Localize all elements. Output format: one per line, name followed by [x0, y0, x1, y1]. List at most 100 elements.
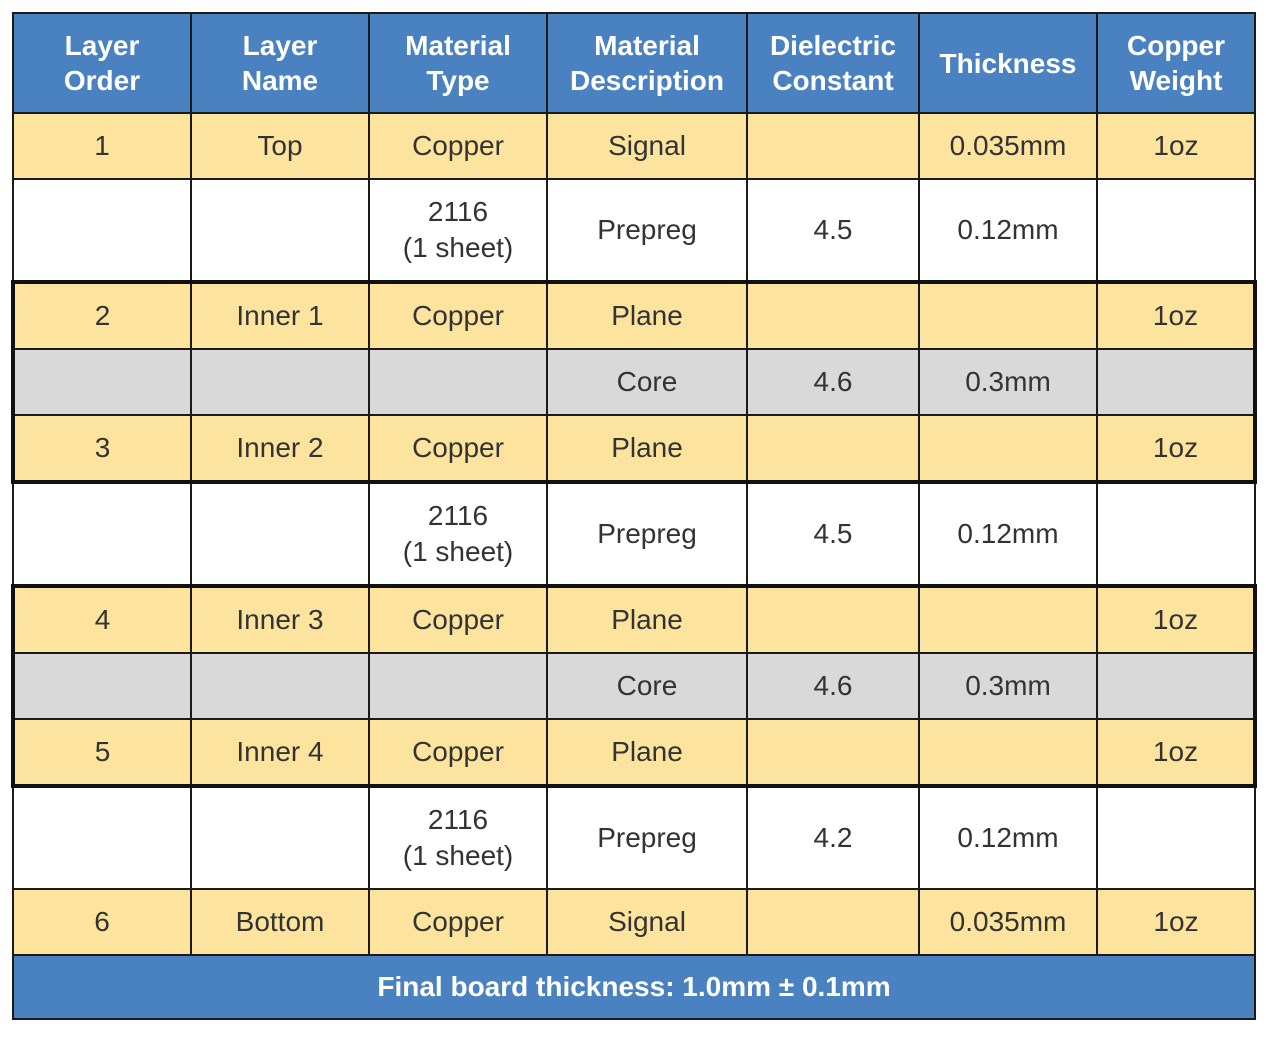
cell-layer-order: 5: [11, 718, 192, 788]
cell-thickness: 0.12mm: [918, 178, 1098, 283]
cell-text: 0.12mm: [957, 518, 1059, 549]
cell-text: 1oz: [1153, 906, 1199, 937]
cell-dielectric-constant: [746, 112, 920, 180]
cell-layer-order: [12, 178, 192, 283]
table-row: 2116 (1 sheet) Prepreg 4.5 0.12mm: [12, 481, 1256, 587]
cell-layer-name: Bottom: [190, 888, 370, 956]
header-dielectric-constant: Dielectric Constant: [746, 12, 920, 114]
cell-text: Copper: [412, 604, 504, 635]
cell-material-type: Copper: [368, 280, 548, 350]
cell-material-description: Prepreg: [546, 178, 748, 283]
cell-material-description: Plane: [546, 414, 748, 484]
cell-text: Core: [616, 670, 678, 701]
cell-text: 4.6: [813, 670, 853, 701]
cell-thickness: [918, 584, 1098, 654]
cell-layer-name: Inner 2: [190, 414, 370, 484]
cell-text: 0.12mm: [957, 822, 1059, 853]
cell-dielectric-constant: 4.6: [746, 348, 920, 416]
cell-layer-order: [11, 652, 192, 720]
cell-material-description: Plane: [546, 280, 748, 350]
cell-text: 6: [94, 906, 110, 937]
table-row: 1 Top Copper Signal 0.035mm 1oz: [12, 112, 1256, 180]
cell-text: 0.035mm: [949, 130, 1067, 161]
cell-material-type: Copper: [368, 584, 548, 654]
cell-thickness: [918, 718, 1098, 788]
cell-text: Copper: [412, 736, 504, 767]
cell-layer-name: Inner 3: [190, 584, 370, 654]
table-row: Core 4.6 0.3mm: [11, 652, 1257, 720]
cell-text: 4.5: [813, 518, 853, 549]
header-material-description: Material Description: [546, 12, 748, 114]
cell-material-type: [368, 652, 548, 720]
cell-copper-weight: [1096, 481, 1256, 587]
footer-row: Final board thickness: 1.0mm ± 0.1mm: [12, 954, 1256, 1020]
cell-material-type: 2116 (1 sheet): [368, 178, 548, 283]
cell-material-description: Core: [546, 652, 748, 720]
table-row: Core 4.6 0.3mm: [11, 348, 1257, 416]
header-layer-order: Layer Order: [12, 12, 192, 114]
cell-material-type: Copper: [368, 718, 548, 788]
cell-thickness: 0.12mm: [918, 785, 1098, 890]
header-thickness: Thickness: [918, 12, 1098, 114]
cell-text: 0.3mm: [965, 366, 1051, 397]
cell-material-description: Signal: [546, 888, 748, 956]
table-row: 4 Inner 3 Copper Plane 1oz: [11, 584, 1257, 654]
cell-text: 1oz: [1152, 736, 1199, 767]
cell-text: 4.5: [813, 214, 853, 245]
cell-layer-order: 2: [11, 280, 192, 350]
cell-material-type: Copper: [368, 414, 548, 484]
cell-copper-weight: 1oz: [1096, 280, 1257, 350]
cell-layer-order: 4: [11, 584, 192, 654]
cell-text: Plane: [611, 604, 683, 635]
cell-text: Inner 4: [236, 736, 324, 767]
table-row: 2116 (1 sheet) Prepreg 4.5 0.12mm: [12, 178, 1256, 283]
cell-text: 5: [94, 736, 111, 767]
cell-thickness: [918, 414, 1098, 484]
cell-layer-order: 6: [12, 888, 192, 956]
cell-material-type: Copper: [368, 888, 548, 956]
cell-dielectric-constant: 4.6: [746, 652, 920, 720]
cell-copper-weight: 1oz: [1096, 112, 1256, 180]
cell-material-description: Plane: [546, 718, 748, 788]
cell-layer-order: [12, 481, 192, 587]
cell-copper-weight: [1096, 785, 1256, 890]
table-row: 5 Inner 4 Copper Plane 1oz: [11, 718, 1257, 788]
header-copper-weight: Copper Weight: [1096, 12, 1256, 114]
cell-dielectric-constant: 4.5: [746, 481, 920, 587]
cell-text: 4.6: [813, 366, 853, 397]
stackup-body: 1 Top Copper Signal 0.035mm 1oz 2116 (1 sheet)…: [11, 112, 1257, 956]
cell-text: Copper: [412, 432, 504, 463]
cell-text: 4.2: [813, 822, 853, 853]
cell-text: Copper: [412, 300, 504, 331]
cell-dielectric-constant: [746, 414, 920, 484]
cell-layer-name: [190, 481, 370, 587]
cell-text: Signal: [608, 130, 686, 161]
cell-text: 1oz: [1152, 604, 1199, 635]
final-thickness-footer: Final board thickness: 1.0mm ± 0.1mm: [12, 954, 1256, 1020]
cell-copper-weight: [1096, 652, 1257, 720]
cell-dielectric-constant: [746, 718, 920, 788]
stackup-table: Layer Order Layer Name Material Type Mat…: [11, 12, 1257, 1020]
cell-text: Plane: [611, 736, 683, 767]
cell-material-description: Signal: [546, 112, 748, 180]
cell-text: Inner 3: [236, 604, 324, 635]
cell-text: Prepreg: [597, 214, 697, 245]
cell-copper-weight: 1oz: [1096, 718, 1257, 788]
cell-layer-name: [190, 348, 370, 416]
cell-text: Plane: [611, 300, 683, 331]
cell-text: 1: [94, 130, 110, 161]
cell-text: 0.035mm: [949, 906, 1067, 937]
cell-thickness: 0.035mm: [918, 112, 1098, 180]
cell-layer-name: Inner 1: [190, 280, 370, 350]
cell-dielectric-constant: [746, 584, 920, 654]
cell-text: 2116 (1 sheet): [402, 500, 514, 567]
cell-material-description: Plane: [546, 584, 748, 654]
cell-material-type: [368, 348, 548, 416]
cell-text: 3: [94, 432, 111, 463]
cell-text: Prepreg: [597, 518, 697, 549]
cell-text: Bottom: [235, 906, 325, 937]
cell-copper-weight: [1096, 178, 1256, 283]
cell-layer-name: Inner 4: [190, 718, 370, 788]
cell-dielectric-constant: [746, 280, 920, 350]
stackup-table-container: Layer Order Layer Name Material Type Mat…: [11, 12, 1257, 1020]
